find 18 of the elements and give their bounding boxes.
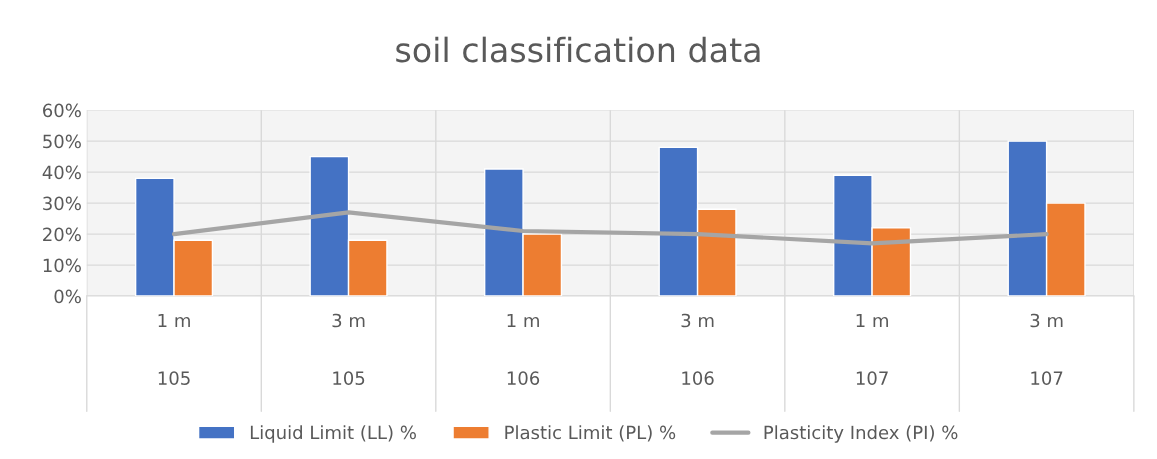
category-label: 3 m 106: [681, 313, 714, 385]
category-label: 1 m 106: [507, 313, 540, 385]
y-tick-label: 10%: [43, 258, 81, 273]
chart-title: soil classification data: [396, 36, 760, 63]
y-tick-label: 30%: [43, 196, 81, 211]
category-label: 1 m 107: [856, 313, 888, 385]
y-tick-label: 40%: [42, 165, 81, 180]
y-tick-label: 0%: [54, 289, 81, 304]
category-label: 3 m 105: [332, 313, 365, 385]
category-label: 3 m 107: [1030, 313, 1063, 385]
category-label: 1 m 105: [158, 313, 190, 385]
y-tick-label: 20%: [43, 227, 81, 242]
y-tick-label: 60%: [43, 103, 81, 118]
legend-label: Plasticity Index (PI) %: [764, 425, 958, 443]
legend-label: Liquid Limit (LL) %: [250, 425, 416, 443]
legend-label: Plastic Limit (PL) %: [505, 425, 676, 442]
line-series: [171, 210, 1049, 246]
y-tick-label: 50%: [43, 134, 81, 149]
